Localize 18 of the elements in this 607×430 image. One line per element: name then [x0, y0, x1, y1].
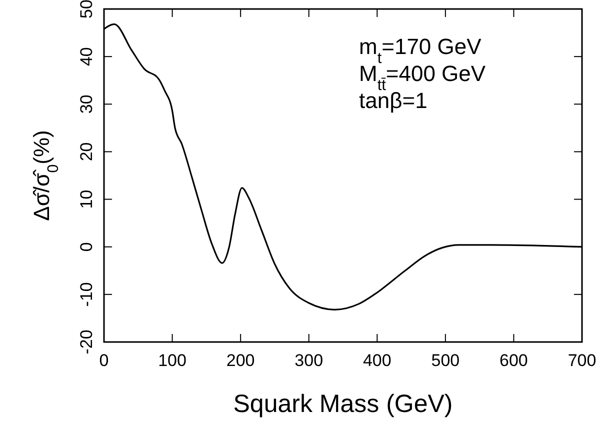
y-tick-label: -10: [77, 282, 96, 307]
x-tick-label: 700: [568, 351, 596, 370]
x-tick-label: 300: [294, 351, 324, 370]
y-tick-label: -20: [77, 330, 96, 354]
y-tick-label: 30: [77, 94, 96, 114]
y-tick-label: 40: [77, 47, 96, 66]
x-tick-label: 200: [226, 351, 255, 370]
x-tick-label: 0: [99, 351, 109, 370]
y-tick-label: 10: [77, 190, 96, 209]
y-tick-label: 0: [77, 242, 96, 252]
x-axis-title: Squark Mass (GeV): [233, 390, 453, 418]
x-tick-label: 600: [500, 351, 528, 370]
y-tick-label: 50: [77, 0, 96, 18]
annotation: m$_{t}$=170 GeV: [359, 34, 482, 66]
y-tick-label: 20: [77, 142, 96, 162]
x-tick-label: 400: [362, 351, 392, 370]
x-tick-label: 100: [158, 351, 186, 370]
x-tick-label: 500: [431, 351, 460, 370]
